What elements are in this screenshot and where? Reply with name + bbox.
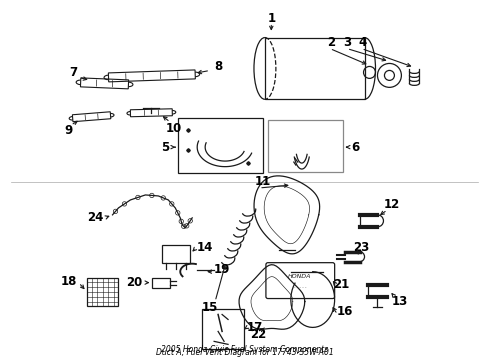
Text: 10: 10 [166, 122, 182, 135]
Text: 16: 16 [336, 305, 352, 318]
Bar [86, 278, 118, 306]
Text: 4: 4 [358, 36, 366, 49]
Text: 23: 23 [353, 241, 369, 254]
Text: HONDA: HONDA [287, 274, 311, 279]
Bar [162, 245, 190, 263]
Text: 17: 17 [246, 321, 263, 334]
Text: 20: 20 [126, 276, 142, 289]
Text: 12: 12 [383, 198, 399, 211]
Bar [152, 278, 170, 288]
Text: 14: 14 [197, 241, 213, 254]
Text: 6: 6 [351, 141, 359, 154]
Text: 7: 7 [69, 66, 78, 79]
Text: 24: 24 [87, 211, 103, 224]
Text: 2: 2 [326, 36, 335, 49]
Text: 13: 13 [390, 295, 407, 308]
Bar [264, 37, 364, 99]
Bar [202, 310, 244, 349]
Text: 22: 22 [249, 328, 265, 341]
Text: Duct A, Fuel Vent Diagram for 17743-S5W-A01: Duct A, Fuel Vent Diagram for 17743-S5W-… [155, 348, 333, 357]
Text: 11: 11 [254, 175, 270, 189]
Text: 18: 18 [61, 275, 77, 288]
Text: 9: 9 [64, 124, 73, 137]
Text: 5: 5 [161, 141, 169, 154]
Text: 8: 8 [214, 60, 222, 73]
Bar [267, 120, 342, 172]
Bar [178, 118, 263, 173]
Text: 1: 1 [266, 12, 275, 25]
Text: 21: 21 [333, 278, 349, 291]
Text: 15: 15 [202, 301, 218, 314]
Text: 19: 19 [213, 263, 230, 276]
Text: - - - - -: - - - - - [293, 285, 305, 289]
Text: 3: 3 [342, 36, 350, 49]
Text: 2005 Honda Civic Fuel System Components: 2005 Honda Civic Fuel System Components [161, 345, 327, 354]
